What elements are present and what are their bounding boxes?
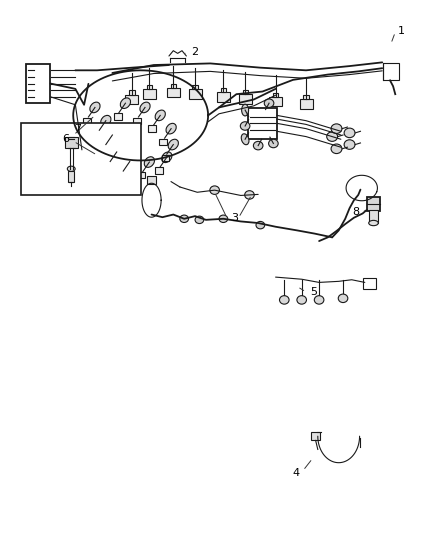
Bar — [114, 114, 121, 119]
Bar — [143, 90, 156, 99]
Ellipse shape — [144, 157, 155, 167]
Bar — [26, 64, 50, 103]
Bar — [21, 123, 141, 195]
Bar — [369, 209, 378, 223]
Ellipse shape — [297, 296, 307, 304]
Bar — [243, 90, 248, 94]
Bar — [363, 278, 376, 289]
Bar — [125, 95, 138, 104]
Bar — [118, 172, 126, 178]
Ellipse shape — [279, 296, 289, 304]
Ellipse shape — [242, 104, 249, 116]
Ellipse shape — [155, 110, 166, 120]
Text: 3: 3 — [231, 213, 238, 223]
Ellipse shape — [120, 98, 131, 109]
Bar — [171, 84, 176, 88]
Ellipse shape — [90, 102, 100, 113]
Bar — [162, 155, 170, 161]
Ellipse shape — [168, 139, 178, 150]
Bar — [311, 432, 320, 440]
Bar — [159, 139, 167, 145]
Bar — [147, 176, 156, 184]
Ellipse shape — [101, 115, 111, 126]
Ellipse shape — [140, 102, 150, 113]
Ellipse shape — [369, 220, 378, 225]
Bar — [383, 63, 399, 80]
Ellipse shape — [344, 140, 355, 149]
Bar — [192, 85, 198, 90]
Ellipse shape — [195, 216, 204, 223]
Bar — [217, 92, 230, 102]
Ellipse shape — [264, 99, 274, 108]
Ellipse shape — [245, 191, 254, 199]
Ellipse shape — [331, 144, 342, 154]
Bar — [105, 162, 113, 168]
Ellipse shape — [331, 124, 342, 133]
Bar — [300, 100, 313, 109]
Bar — [167, 88, 180, 98]
Ellipse shape — [67, 166, 75, 172]
Bar — [65, 137, 78, 148]
Bar — [133, 117, 141, 124]
Text: 7: 7 — [74, 124, 81, 134]
Text: 1: 1 — [397, 26, 404, 36]
Ellipse shape — [256, 221, 265, 229]
Ellipse shape — [180, 215, 188, 222]
Ellipse shape — [240, 122, 250, 130]
Ellipse shape — [338, 294, 348, 303]
Ellipse shape — [125, 156, 135, 167]
Ellipse shape — [268, 139, 278, 148]
Bar — [94, 131, 102, 137]
Bar — [239, 94, 252, 104]
Bar — [148, 125, 156, 132]
Bar — [221, 88, 226, 92]
Bar — [248, 108, 277, 139]
Bar — [304, 95, 309, 100]
Bar — [68, 172, 74, 182]
Text: 4: 4 — [292, 469, 299, 478]
Bar — [101, 145, 109, 151]
Ellipse shape — [253, 141, 263, 150]
Ellipse shape — [210, 186, 219, 195]
Ellipse shape — [166, 123, 176, 134]
Ellipse shape — [162, 152, 172, 163]
Text: 2: 2 — [191, 47, 198, 56]
Ellipse shape — [344, 128, 355, 138]
Bar — [129, 91, 134, 95]
Bar — [188, 90, 201, 99]
Bar — [83, 117, 91, 124]
Bar — [155, 167, 163, 174]
Bar — [138, 172, 145, 179]
Ellipse shape — [107, 130, 117, 140]
Text: 6: 6 — [62, 134, 69, 144]
Bar — [269, 97, 282, 107]
Bar — [273, 93, 278, 97]
Bar — [147, 85, 152, 90]
Ellipse shape — [241, 134, 249, 145]
Bar — [367, 197, 381, 211]
Ellipse shape — [314, 296, 324, 304]
Ellipse shape — [327, 132, 338, 141]
Ellipse shape — [112, 147, 122, 157]
Ellipse shape — [219, 215, 228, 222]
Text: 5: 5 — [311, 287, 318, 297]
Text: 8: 8 — [353, 207, 360, 217]
